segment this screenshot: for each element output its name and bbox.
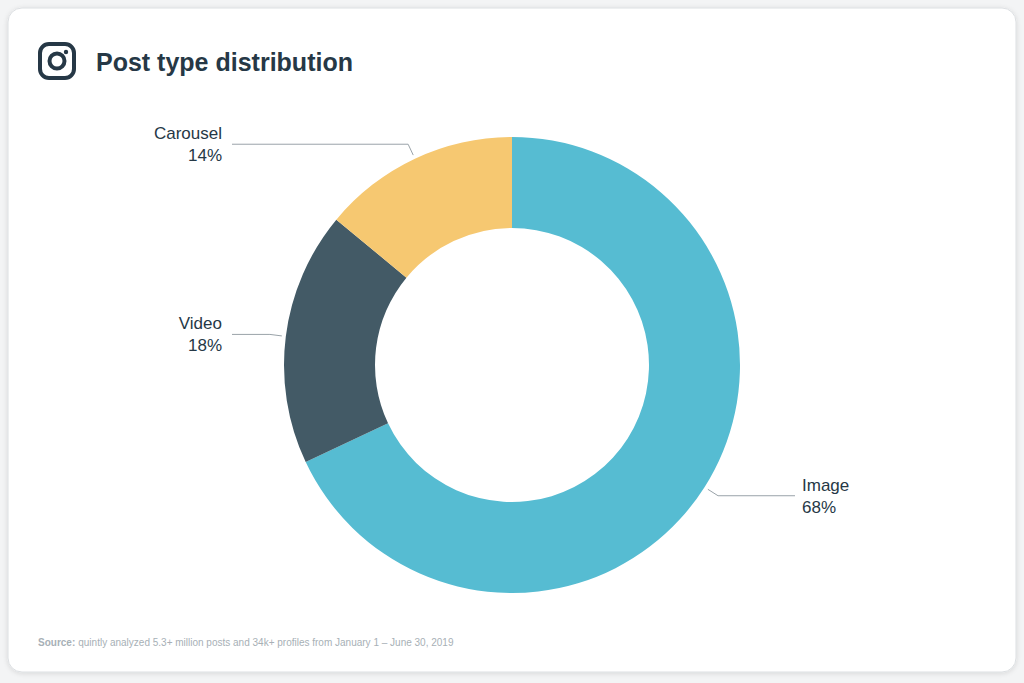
icon-lens: [50, 54, 65, 69]
slice-value: 14%: [188, 146, 222, 165]
card: [8, 8, 1016, 672]
slice-label: Carousel: [154, 124, 222, 143]
labels: Image 68% Video 18% Carousel 14%: [154, 124, 849, 517]
chart-svg: Post type distribution Image 68% Video 18% Ca…: [0, 0, 1024, 683]
source: Source:quintly analyzed 5.3+ million pos…: [38, 637, 454, 648]
source-text: quintly analyzed 5.3+ million posts and …: [78, 637, 454, 648]
slice-value: 18%: [188, 336, 222, 355]
donut: [284, 137, 740, 593]
title: Post type distribution: [96, 48, 353, 76]
leader-line: [708, 489, 795, 495]
leader-line: [232, 144, 413, 155]
icon-frame: [40, 44, 74, 78]
slice-value: 68%: [802, 498, 836, 517]
slice-label: Image: [802, 476, 849, 495]
icon-dot: [64, 50, 68, 54]
instagram-icon: [40, 44, 74, 78]
slice-label: Video: [179, 314, 222, 333]
leader-line: [232, 334, 282, 336]
slice: [336, 137, 512, 278]
source-label: Source:: [38, 637, 75, 648]
